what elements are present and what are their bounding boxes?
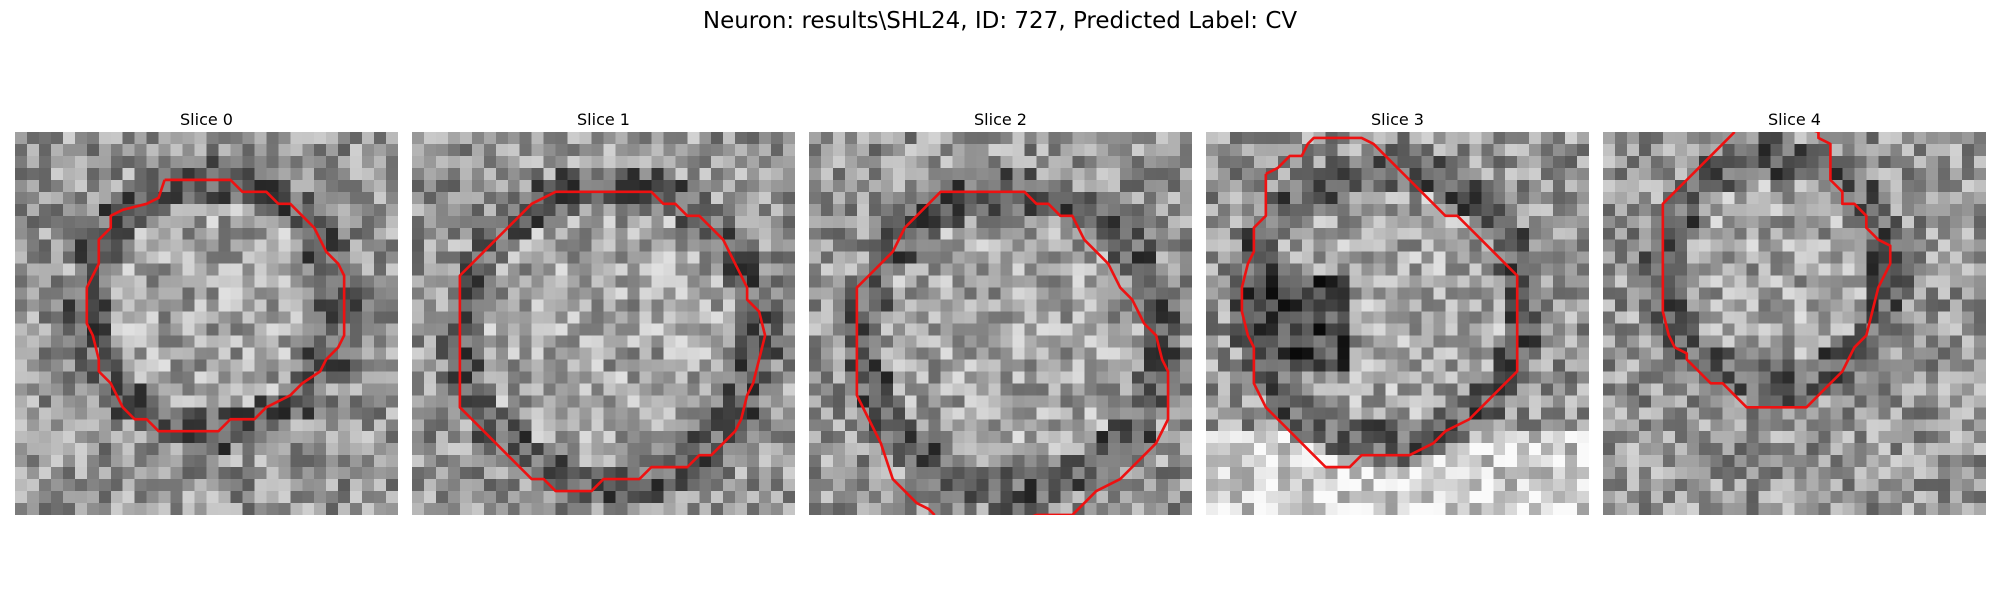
neuron-contour [458, 190, 767, 493]
neuron-contour [1240, 136, 1519, 469]
pixel-grid [15, 132, 398, 515]
figure-title: Neuron: results\SHL24, ID: 727, Predicte… [702, 8, 1298, 34]
neuron-contour [1661, 132, 1892, 409]
slice-panel-4: Slice 4 [1603, 108, 1986, 515]
pixel-grid [1603, 132, 1986, 515]
slice-title: Slice 0 [180, 110, 233, 129]
slice-panel-0: Slice 0 [15, 108, 398, 515]
slice-image [15, 132, 398, 515]
pixel-grid [412, 132, 795, 515]
slice-title: Slice 4 [1768, 110, 1821, 129]
pixel-grid [1206, 132, 1589, 515]
slice-image [1206, 132, 1589, 515]
slice-panel-3: Slice 3 [1206, 108, 1589, 515]
neuron-contour [85, 178, 346, 433]
slice-title: Slice 3 [1371, 110, 1424, 129]
slice-image [1603, 132, 1986, 515]
neuron-contour [855, 190, 1170, 515]
slice-image [809, 132, 1192, 515]
slice-title: Slice 2 [974, 110, 1027, 129]
slice-panel-1: Slice 1 [412, 108, 795, 515]
slice-panel-2: Slice 2 [809, 108, 1192, 515]
pixel-grid [809, 132, 1192, 515]
slice-image [412, 132, 795, 515]
slice-title: Slice 1 [577, 110, 630, 129]
